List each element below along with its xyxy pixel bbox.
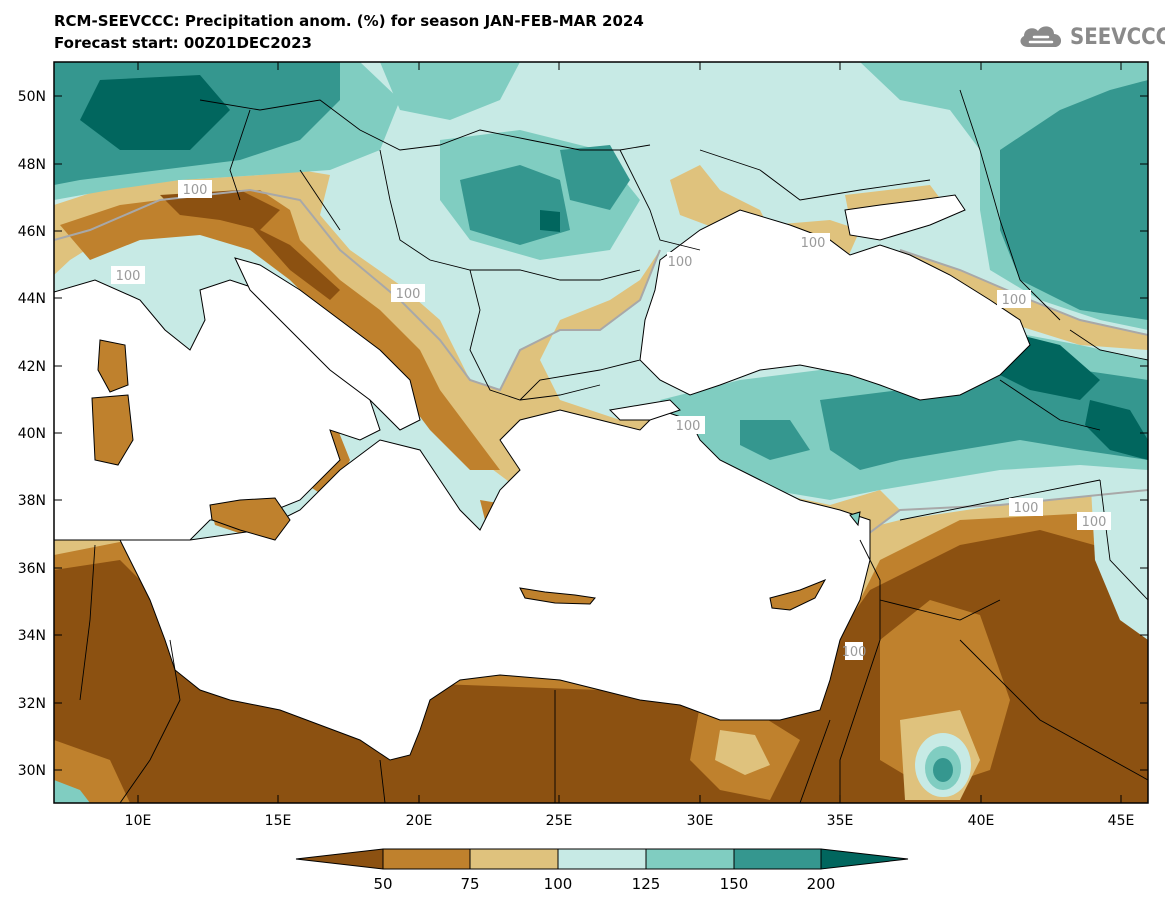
colorbar-swatch (382, 848, 471, 870)
colorbar-swatch (469, 848, 559, 870)
colorbar-label: 150 (720, 875, 749, 893)
lon-label: 10E (125, 813, 152, 829)
colorbar-swatch (820, 848, 909, 870)
contour-label: 100 (1002, 293, 1027, 308)
contour-label: 100 (396, 287, 421, 302)
lat-labels: 50N 48N 46N 44N 42N 40N 38N 36N 34N 32N … (18, 89, 46, 779)
lat-label: 48N (18, 157, 46, 173)
colorbar-label: 75 (460, 875, 479, 893)
colorbar-label: 100 (544, 875, 573, 893)
colorbar-label: 200 (807, 875, 836, 893)
colorbar-label: 125 (632, 875, 661, 893)
colorbar (295, 848, 909, 870)
colorbar-swatch (645, 848, 735, 870)
lon-label: 15E (265, 813, 292, 829)
contour-label: 100 (183, 183, 208, 198)
lat-label: 36N (18, 561, 46, 577)
lon-label: 25E (546, 813, 573, 829)
lon-axis (137, 62, 1122, 803)
lat-label: 34N (18, 628, 46, 644)
contour-labels: 100 100 100 100 100 100 100 100 100 100 (111, 180, 1111, 660)
lat-label: 38N (18, 493, 46, 509)
lon-label: 20E (406, 813, 433, 829)
lat-label: 30N (18, 763, 46, 779)
lon-label: 40E (968, 813, 995, 829)
contour-label: 100 (668, 255, 693, 270)
colorbar-swatch (733, 848, 822, 870)
lat-label: 50N (18, 89, 46, 105)
contour-label: 100 (1082, 515, 1107, 530)
lon-labels: 10E 15E 20E 25E 30E 35E 40E 45E (125, 813, 1135, 829)
contour-label: 100 (676, 419, 701, 434)
colorbar-swatch (295, 848, 384, 870)
map-title: RCM-SEEVCCC: Precipitation anom. (%) for… (54, 12, 644, 30)
lon-label: 30E (687, 813, 714, 829)
lat-label: 42N (18, 359, 46, 375)
contour-label: 100 (1014, 501, 1039, 516)
forecast-start: Forecast start: 00Z01DEC2023 (54, 34, 312, 52)
contour-label: 100 (116, 269, 141, 284)
cloud-icon (1020, 26, 1062, 47)
lat-axis (54, 95, 1148, 771)
contour-label: 100 (801, 236, 826, 251)
logo-text: SEEVCCC (1070, 24, 1165, 50)
colorbar-labels: 50 75 100 125 150 200 (373, 875, 835, 893)
lon-label: 35E (827, 813, 854, 829)
colorbar-label: 50 (373, 875, 392, 893)
colorbar-swatch (557, 848, 647, 870)
lat-label: 46N (18, 224, 46, 240)
lon-label: 45E (1108, 813, 1135, 829)
lat-label: 40N (18, 426, 46, 442)
lat-label: 32N (18, 696, 46, 712)
lat-label: 44N (18, 291, 46, 307)
contour-label: 100 (842, 645, 867, 660)
anomaly-field: 100 100 100 100 100 100 100 100 100 100 (54, 62, 1148, 803)
seevccc-logo: SEEVCCC (1016, 20, 1165, 54)
sea-mask (54, 194, 1031, 761)
